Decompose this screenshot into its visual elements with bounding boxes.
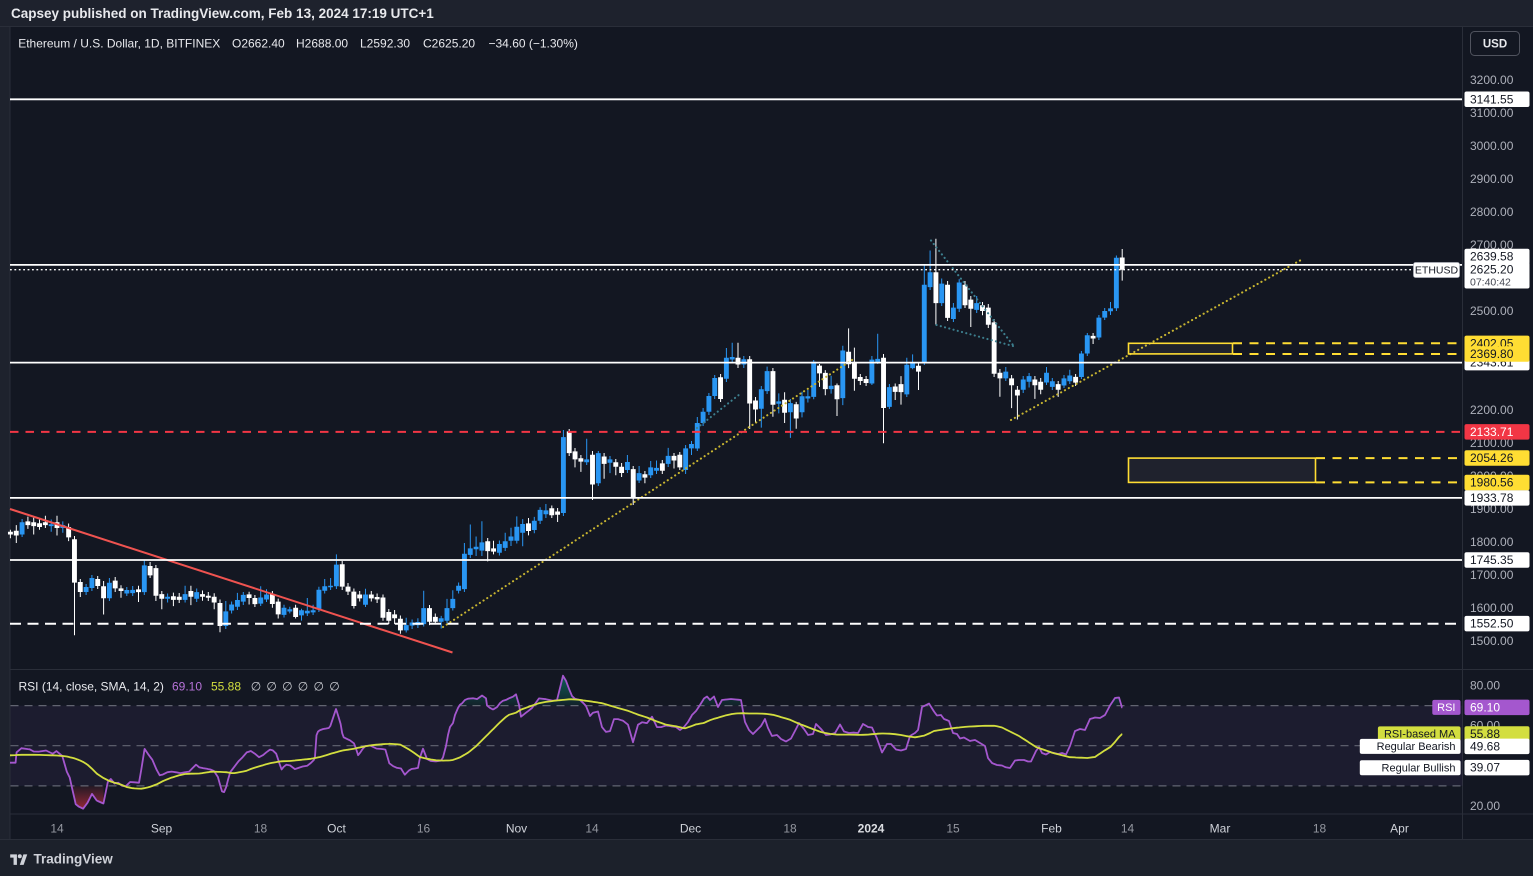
svg-text:2625.20: 2625.20 <box>1470 263 1514 277</box>
svg-text:1600.00: 1600.00 <box>1470 601 1514 615</box>
svg-text:Feb: Feb <box>1041 822 1062 836</box>
svg-text:Dec: Dec <box>680 822 701 836</box>
svg-text:49.68: 49.68 <box>1470 739 1500 753</box>
svg-text:2500.00: 2500.00 <box>1470 304 1514 318</box>
svg-text:2900.00: 2900.00 <box>1470 172 1514 186</box>
svg-text:3200.00: 3200.00 <box>1470 73 1514 87</box>
svg-text:15: 15 <box>946 822 960 836</box>
svg-text:∅: ∅ <box>266 680 276 694</box>
svg-text:Nov: Nov <box>506 822 527 836</box>
svg-text:1800.00: 1800.00 <box>1470 535 1514 549</box>
svg-text:18: 18 <box>783 822 797 836</box>
svg-text:55.88: 55.88 <box>1470 727 1500 741</box>
svg-text:C2625.20: C2625.20 <box>423 37 475 51</box>
svg-text:1933.78: 1933.78 <box>1470 491 1514 505</box>
svg-text:2639.58: 2639.58 <box>1470 250 1514 264</box>
svg-text:2700.00: 2700.00 <box>1470 238 1514 252</box>
svg-text:39.07: 39.07 <box>1470 761 1500 775</box>
svg-text:∅: ∅ <box>329 680 339 694</box>
svg-text:Regular Bullish: Regular Bullish <box>1382 762 1456 774</box>
svg-text:RSI-based MA: RSI-based MA <box>1384 729 1456 741</box>
svg-text:2054.26: 2054.26 <box>1470 451 1514 465</box>
svg-text:∅: ∅ <box>314 680 324 694</box>
svg-text:69.10: 69.10 <box>172 680 202 694</box>
svg-text:2024: 2024 <box>858 822 885 836</box>
svg-text:80.00: 80.00 <box>1470 679 1500 693</box>
svg-text:18: 18 <box>254 822 268 836</box>
svg-text:L2592.30: L2592.30 <box>360 37 410 51</box>
svg-text:Capsey published on TradingVie: Capsey published on TradingView.com, Feb… <box>11 6 434 21</box>
svg-text:Oct: Oct <box>327 822 346 836</box>
svg-text:07:40:42: 07:40:42 <box>1470 277 1511 289</box>
svg-text:3000.00: 3000.00 <box>1470 139 1514 153</box>
svg-text:1700.00: 1700.00 <box>1470 568 1514 582</box>
svg-text:1552.50: 1552.50 <box>1470 617 1514 631</box>
svg-text:1745.35: 1745.35 <box>1470 553 1514 567</box>
svg-text:1500.00: 1500.00 <box>1470 634 1514 648</box>
svg-text:ETHUSD: ETHUSD <box>1415 265 1459 277</box>
svg-text:20.00: 20.00 <box>1470 799 1500 813</box>
svg-text:16: 16 <box>417 822 431 836</box>
svg-text:69.10: 69.10 <box>1470 700 1500 714</box>
svg-text:1980.56: 1980.56 <box>1470 475 1514 489</box>
svg-text:18: 18 <box>1313 822 1327 836</box>
svg-text:2200.00: 2200.00 <box>1470 403 1514 417</box>
svg-text:H2688.00: H2688.00 <box>296 37 348 51</box>
svg-text:TradingView: TradingView <box>34 852 114 867</box>
svg-text:RSI: RSI <box>1437 702 1455 714</box>
svg-text:3141.55: 3141.55 <box>1470 92 1514 106</box>
svg-text:USD: USD <box>1483 39 1507 51</box>
svg-text:∅: ∅ <box>282 680 292 694</box>
svg-text:−34.60 (−1.30%): −34.60 (−1.30%) <box>489 37 578 51</box>
svg-text:Apr: Apr <box>1390 822 1409 836</box>
svg-text:2800.00: 2800.00 <box>1470 205 1514 219</box>
svg-text:RSI (14, close, SMA, 14, 2): RSI (14, close, SMA, 14, 2) <box>19 680 164 694</box>
svg-text:O2662.40: O2662.40 <box>232 37 285 51</box>
svg-text:14: 14 <box>50 822 64 836</box>
svg-text:3100.00: 3100.00 <box>1470 106 1514 120</box>
svg-text:55.88: 55.88 <box>211 680 241 694</box>
svg-text:Sep: Sep <box>151 822 173 836</box>
svg-text:Ethereum / U.S. Dollar, 1D, BI: Ethereum / U.S. Dollar, 1D, BITFINEX <box>18 37 220 51</box>
svg-text:∅: ∅ <box>298 680 308 694</box>
svg-text:14: 14 <box>1121 822 1135 836</box>
svg-text:2133.71: 2133.71 <box>1470 425 1514 439</box>
svg-text:Mar: Mar <box>1210 822 1231 836</box>
svg-text:14: 14 <box>585 822 599 836</box>
svg-text:Regular Bearish: Regular Bearish <box>1377 741 1456 753</box>
svg-text:2369.80: 2369.80 <box>1470 347 1514 361</box>
svg-text:∅: ∅ <box>251 680 261 694</box>
